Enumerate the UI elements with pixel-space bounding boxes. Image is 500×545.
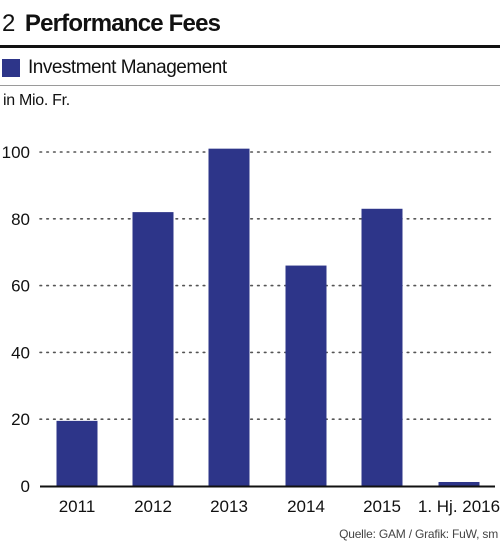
chart-header: 2 Performance Fees — [0, 8, 500, 40]
bar — [285, 265, 327, 486]
y-tick-label: 40 — [11, 343, 30, 362]
legend: Investment Management — [0, 56, 227, 80]
chart-number: 2 — [2, 10, 15, 37]
legend-swatch — [2, 59, 20, 77]
y-tick-label: 60 — [11, 277, 30, 296]
bar — [438, 481, 480, 486]
y-tick-label: 100 — [2, 143, 30, 162]
bar — [132, 212, 174, 486]
bar — [56, 420, 98, 486]
unit-label: in Mio. Fr. — [3, 92, 70, 109]
bar — [208, 148, 250, 486]
bar — [361, 208, 403, 486]
source-note: Quelle: GAM / Grafik: FuW, sm — [339, 527, 498, 541]
y-tick-label: 20 — [11, 410, 30, 429]
x-tick-label: 2012 — [134, 497, 172, 516]
legend-divider — [0, 85, 500, 86]
y-tick-label: 80 — [11, 210, 30, 229]
x-tick-label: 1. Hj. 2016 — [418, 497, 500, 516]
x-tick-label: 2011 — [59, 497, 96, 516]
title-divider — [0, 45, 500, 48]
x-tick-label: 2013 — [210, 497, 248, 516]
legend-label: Investment Management — [28, 57, 227, 78]
chart-title: Performance Fees — [24, 10, 221, 37]
x-tick-label: 2015 — [363, 497, 401, 516]
y-tick-label: 0 — [21, 477, 30, 496]
x-tick-label: 2014 — [287, 497, 325, 516]
